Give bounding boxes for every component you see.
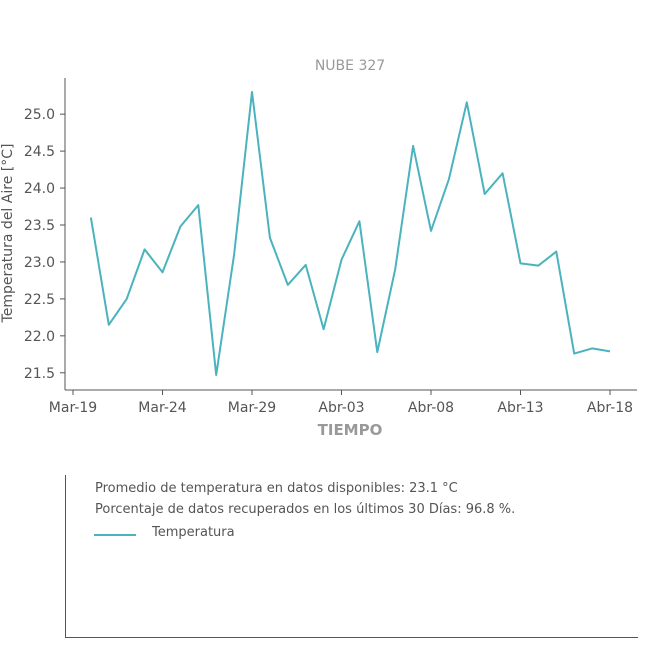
legend-label: Temperatura [152,525,235,540]
x-tick-label: Mar-19 [49,400,97,416]
temperature-series-line [89,91,611,376]
x-tick-label: Mar-29 [228,400,276,416]
x-ticks: Mar-19 Mar-24 Mar-29 Abr-03 Abr-08 Abr-13 Abr-… [49,390,633,416]
y-tick-label: 22.5 [24,292,55,308]
info-panel: Promedio de temperatura en datos disponi… [65,475,638,638]
y-tick-label: 23.5 [24,218,55,234]
y-tick-label: 21.5 [24,366,55,382]
legend-swatch [94,534,136,536]
x-tick-label: Abr-13 [497,400,543,416]
x-tick-label: Mar-24 [138,400,186,416]
x-tick-label: Abr-03 [318,400,364,416]
y-axis-label: Temperatura del Aire [°C] [0,144,16,324]
x-tick-label: Abr-08 [408,400,454,416]
temperature-chart: NUBE 327 21.5 22.0 22.5 23.0 23.5 24.0 24.5 25.… [0,58,637,439]
x-tick-label: Abr-18 [587,400,633,416]
y-tick-label: 22.0 [24,329,55,345]
y-tick-label: 24.5 [24,144,55,160]
chart-title: NUBE 327 [315,58,385,74]
y-tick-label: 23.0 [24,255,55,271]
y-tick-label: 24.0 [24,181,55,197]
y-tick-label: 25.0 [24,107,55,123]
y-ticks: 21.5 22.0 22.5 23.0 23.5 24.0 24.5 25.0 [24,107,65,382]
recovered-data-text: Porcentaje de datos recuperados en los ú… [95,502,516,517]
x-axis-label: TIEMPO [318,421,383,439]
average-temperature-text: Promedio de temperatura en datos disponi… [95,481,458,496]
